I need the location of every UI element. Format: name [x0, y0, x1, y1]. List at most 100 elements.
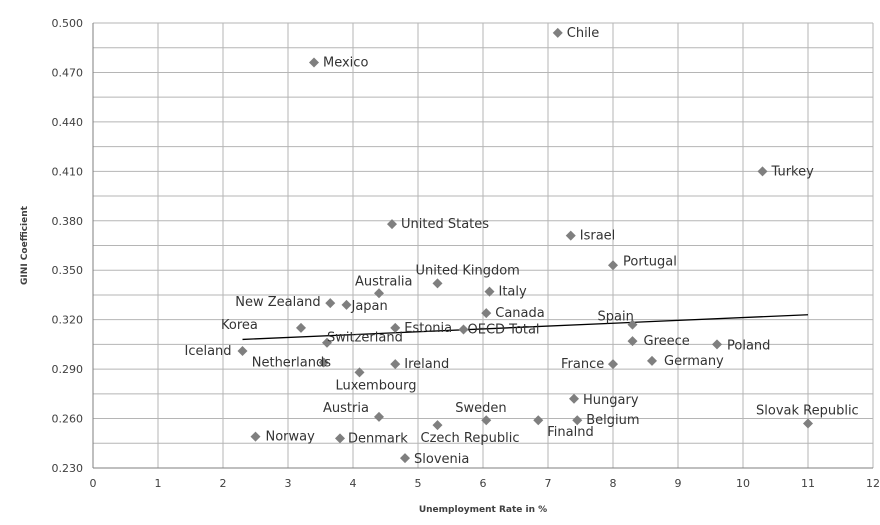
- data-point: [712, 339, 722, 350]
- point-label: Austria: [323, 401, 369, 416]
- x-tick-label: 1: [155, 477, 162, 490]
- point-label: Estonia: [404, 321, 452, 336]
- data-point: [565, 230, 576, 241]
- x-tick-label: 4: [350, 477, 357, 490]
- data-point: [481, 308, 492, 319]
- data-point: [296, 322, 306, 333]
- y-tick-label: 0.320: [52, 314, 84, 327]
- y-tick-label: 0.350: [52, 264, 84, 277]
- point-label: Luxembourg: [336, 378, 417, 393]
- data-point: [481, 415, 492, 426]
- point-label: Chile: [567, 26, 600, 41]
- data-point: [325, 298, 336, 309]
- point-label: Poland: [727, 338, 770, 353]
- x-tick-label: 5: [415, 477, 422, 490]
- point-label: Korea: [221, 318, 258, 333]
- x-tick-label: 8: [610, 477, 617, 490]
- point-label: Norway: [266, 430, 316, 445]
- data-point: [627, 336, 638, 347]
- data-point: [484, 286, 495, 297]
- point-label: Slovak Republic: [756, 404, 859, 419]
- data-point: [237, 345, 248, 356]
- x-tick-label: 7: [545, 477, 552, 490]
- data-point: [432, 420, 443, 431]
- point-label: OECD Total: [468, 323, 540, 338]
- point-label: Israel: [580, 229, 616, 244]
- point-label: France: [561, 357, 604, 372]
- y-tick-label: 0.500: [52, 17, 84, 30]
- point-label: Portugal: [623, 254, 677, 269]
- chart-axes: [92, 23, 873, 469]
- x-axis-ticks: 0 1 2 3 4 5 6 7 8 9 10 11 12: [90, 477, 880, 490]
- y-tick-label: 0.260: [52, 413, 84, 426]
- point-labels: Chile Mexico Turkey United States Israel Port…: [185, 26, 859, 467]
- y-tick-label: 0.380: [52, 215, 84, 228]
- x-tick-label: 12: [866, 477, 880, 490]
- x-axis-title: Unemployment Rate in %: [419, 505, 547, 515]
- data-point: [354, 367, 365, 378]
- point-label: United Kingdom: [416, 263, 520, 278]
- point-label: United States: [401, 217, 489, 232]
- data-point: [335, 433, 345, 444]
- data-point: [552, 27, 563, 38]
- point-label: Australia: [355, 274, 413, 289]
- point-label: Slovenia: [414, 452, 469, 467]
- point-label: New Zealand: [235, 295, 320, 310]
- data-point: [458, 324, 469, 335]
- data-point: [569, 393, 579, 404]
- x-tick-label: 2: [220, 477, 227, 490]
- data-point: [387, 219, 397, 230]
- y-tick-label: 0.290: [52, 363, 84, 376]
- data-point: [390, 322, 401, 333]
- x-tick-label: 9: [675, 477, 682, 490]
- y-tick-label: 0.470: [52, 66, 84, 79]
- point-label: Italy: [499, 285, 528, 300]
- point-label: Ireland: [404, 357, 449, 372]
- data-point: [647, 355, 657, 366]
- data-point: [322, 337, 332, 348]
- data-point: [374, 288, 384, 299]
- y-tick-label: 0.230: [52, 462, 84, 475]
- data-point: [757, 166, 768, 177]
- y-tick-label: 0.410: [52, 165, 84, 178]
- point-label: Hungary: [583, 393, 639, 408]
- point-label: Sweden: [455, 401, 506, 416]
- data-point: [803, 418, 813, 429]
- point-label: Denmark: [348, 431, 408, 446]
- point-label: Germany: [664, 354, 724, 369]
- point-label: Mexico: [323, 56, 368, 71]
- point-label: Japan: [351, 299, 388, 314]
- x-tick-label: 11: [801, 477, 815, 490]
- data-point: [309, 57, 319, 68]
- x-tick-label: 6: [480, 477, 487, 490]
- trend-line: [242, 314, 809, 341]
- y-axis-title: GINI Coefficient: [20, 205, 30, 285]
- data-point: [400, 453, 410, 464]
- point-label: Greece: [644, 334, 690, 349]
- point-label: Canada: [495, 306, 544, 321]
- point-label: Switzerland: [327, 331, 403, 346]
- y-axis-ticks: 0.230 0.260 0.290 0.320 0.350 0.380 0.410 0.440…: [52, 17, 84, 475]
- data-point: [341, 299, 352, 310]
- point-label: Spain: [598, 310, 634, 325]
- x-tick-label: 10: [736, 477, 750, 490]
- point-label: Finalnd: [547, 425, 593, 440]
- point-label: Netherlands: [252, 356, 331, 371]
- y-tick-label: 0.440: [52, 116, 84, 129]
- point-label: Czech Republic: [421, 431, 520, 446]
- point-label: Belgium: [586, 413, 639, 428]
- point-label: Iceland: [185, 344, 232, 359]
- data-point: [533, 415, 544, 426]
- data-point: [318, 357, 329, 368]
- data-point: [390, 359, 401, 370]
- data-point: [572, 415, 583, 426]
- data-points: [237, 27, 813, 464]
- data-point: [627, 319, 638, 330]
- x-tick-label: 0: [90, 477, 97, 490]
- data-point: [608, 260, 618, 271]
- data-point: [374, 411, 384, 422]
- data-point: [608, 359, 618, 370]
- data-point: [250, 431, 261, 442]
- data-point: [432, 278, 443, 289]
